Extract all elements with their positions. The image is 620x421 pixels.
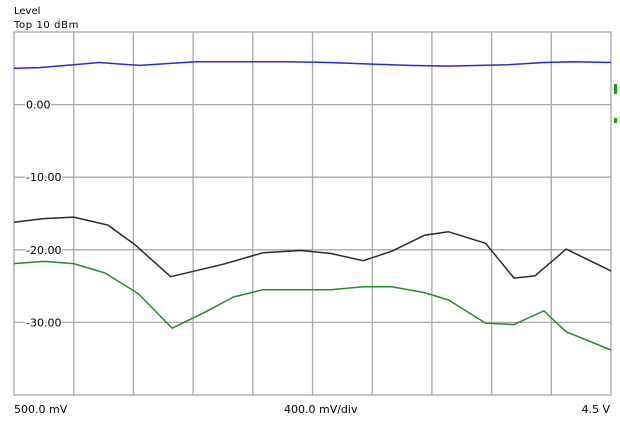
top-reference-label: Top 10 dBm	[14, 20, 79, 31]
x-end-label: 4.5 V	[581, 403, 610, 416]
green-marker-small	[614, 118, 617, 123]
level-label: Level	[14, 6, 41, 17]
green-marker	[614, 84, 617, 94]
x-scale-label: 400.0 mV/div	[284, 403, 358, 416]
y-tick-label: -30.00	[26, 316, 61, 329]
y-tick-label: -10.00	[26, 171, 61, 184]
y-tick-label: -20.00	[26, 244, 61, 257]
series-line-1	[13, 61, 612, 70]
plot-frame	[13, 31, 612, 396]
series-line-3	[13, 260, 612, 351]
series-line-2	[13, 216, 612, 279]
x-start-label: 500.0 mV	[14, 403, 68, 416]
y-tick-label: 0.00	[26, 99, 51, 112]
